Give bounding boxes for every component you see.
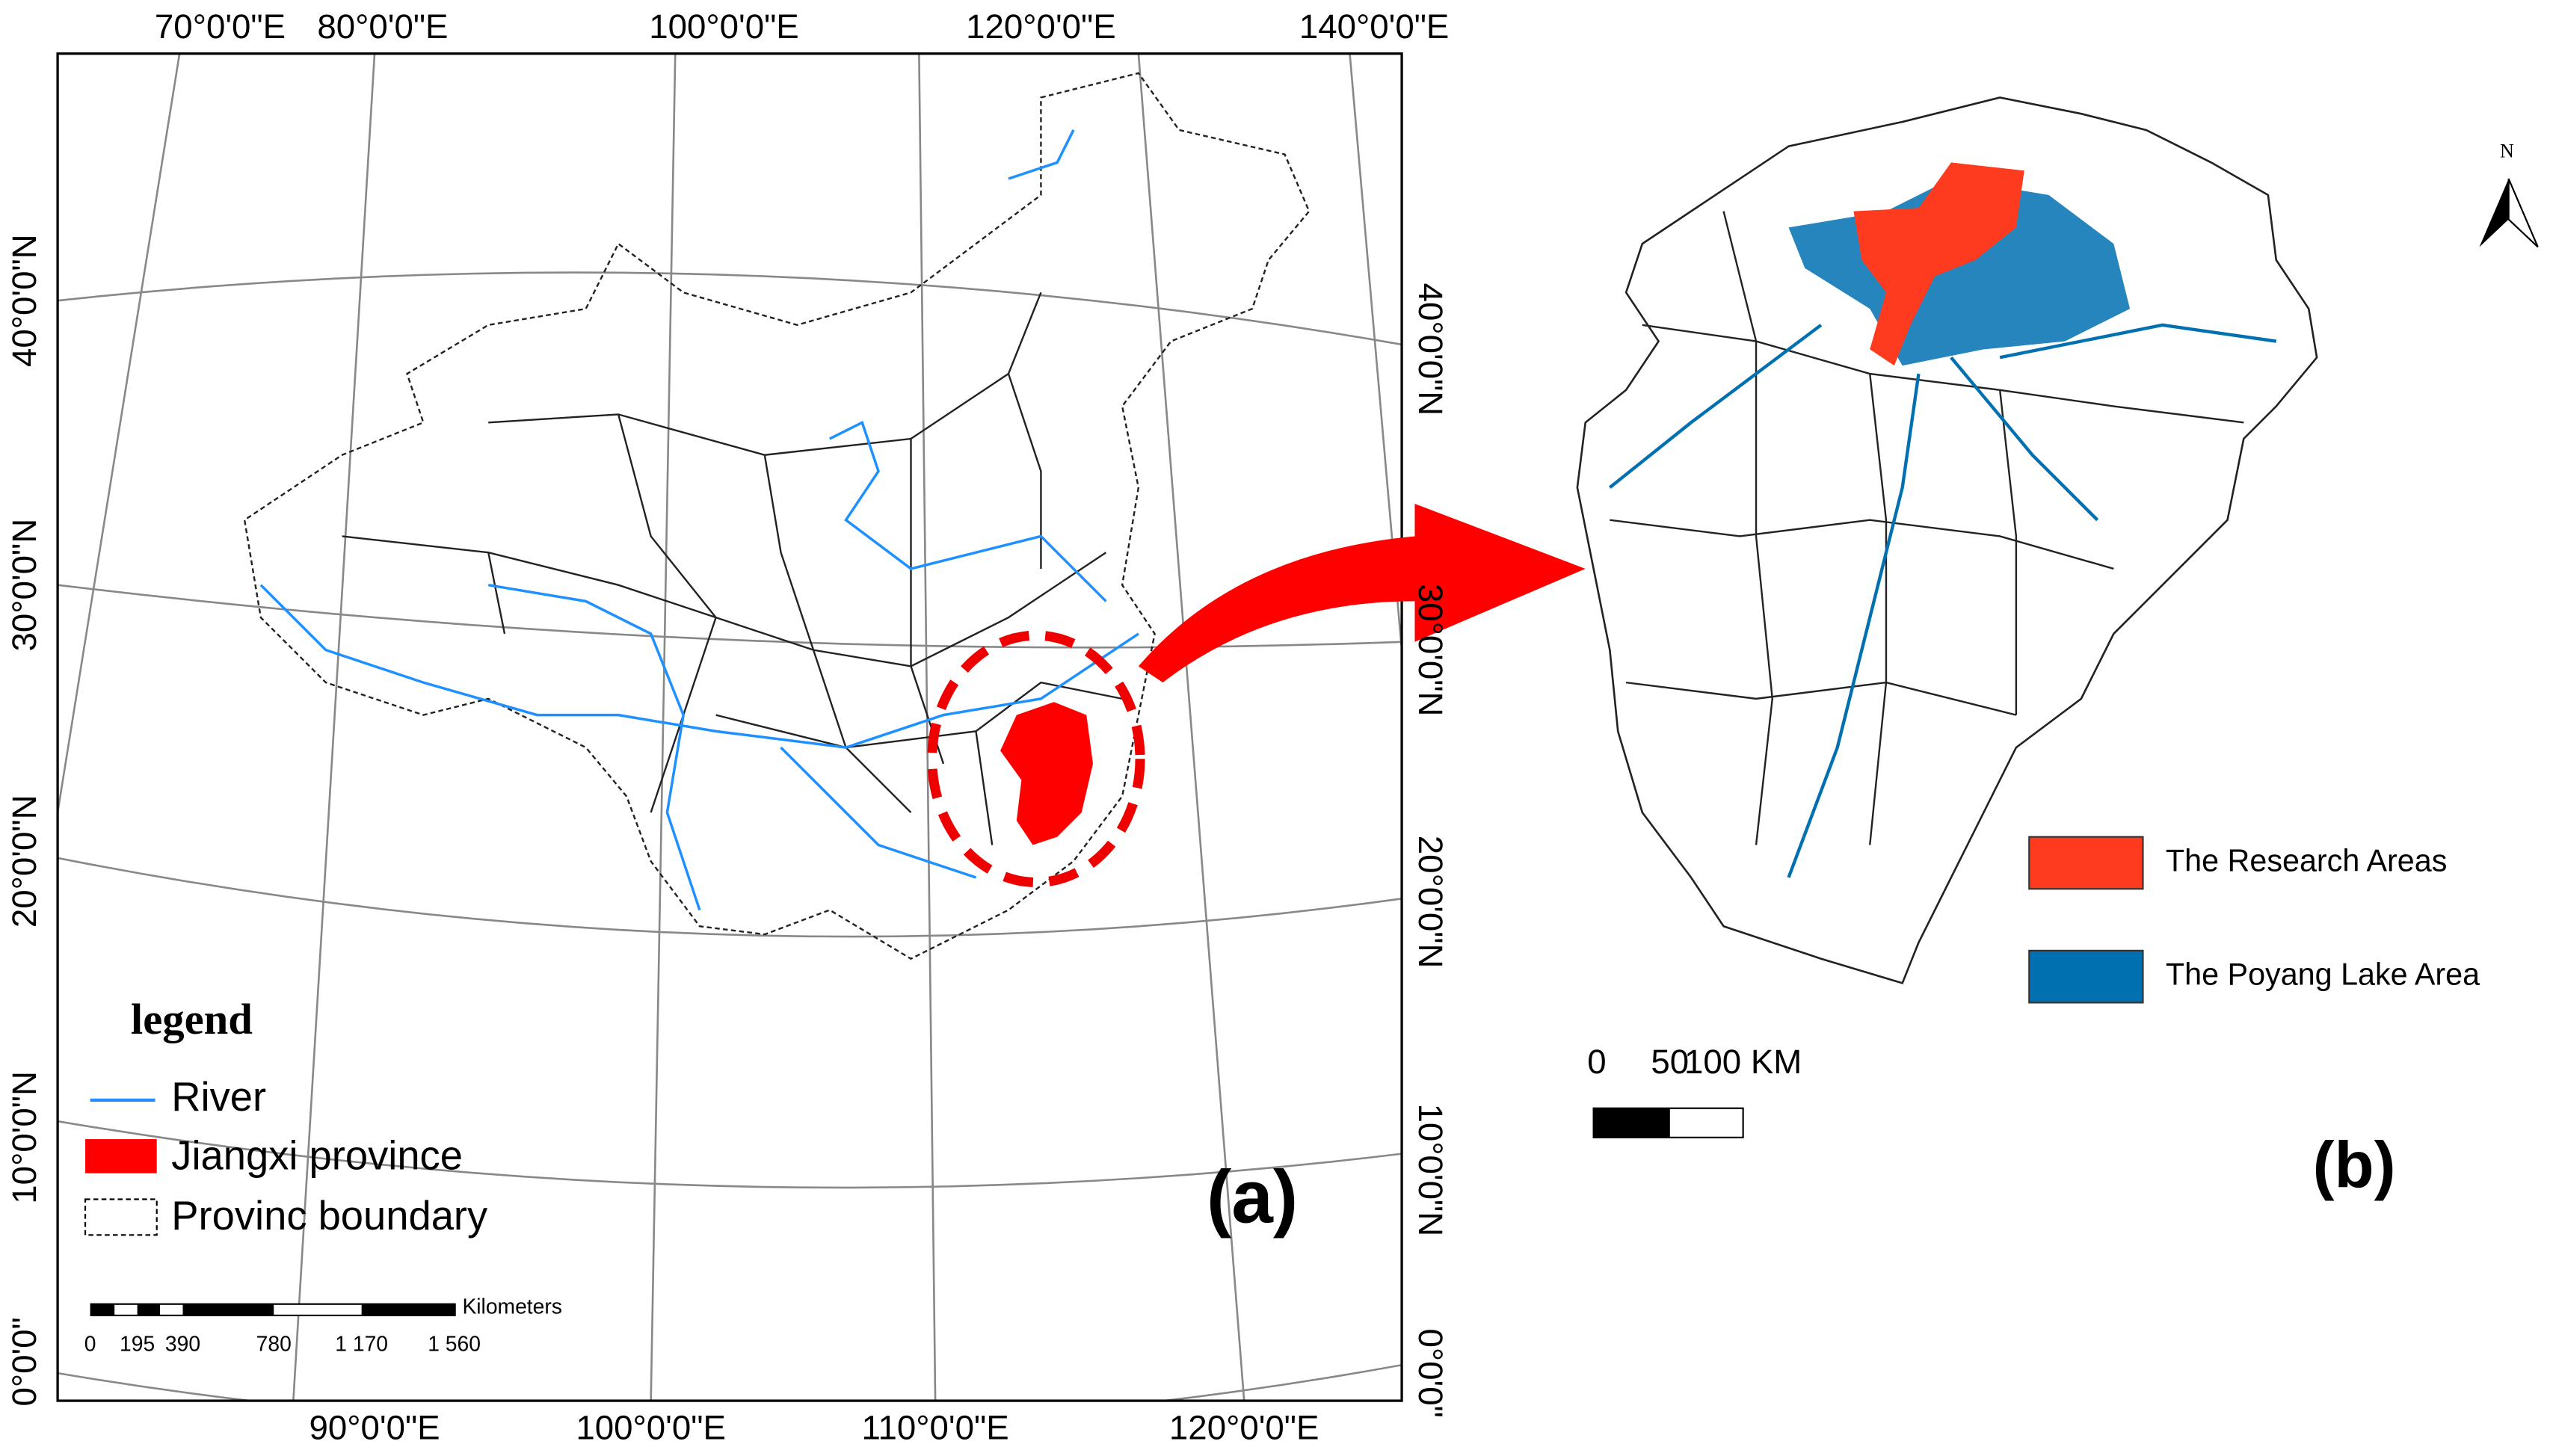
latitude-label: 0°0'0" <box>1411 1328 1450 1417</box>
scale-label: 780 <box>256 1332 292 1356</box>
legend-label: The Research Areas <box>2166 843 2447 877</box>
legend-label: Jiangxi province <box>171 1132 463 1178</box>
map-a-body <box>58 53 1402 1401</box>
scale-label: 0 <box>84 1332 96 1356</box>
legend-label: River <box>171 1074 266 1120</box>
jiangxi-province <box>1000 702 1093 845</box>
latitude-label: 0°0'0" <box>5 1317 43 1406</box>
highlight-circle <box>927 630 1145 888</box>
longitude-label: 70°0'0"E <box>155 7 286 46</box>
scale-bar <box>114 1304 138 1315</box>
longitude-label: 100°0'0"E <box>649 7 799 46</box>
research-area <box>1853 162 2024 366</box>
longitude-label: 140°0'0"E <box>1299 7 1450 46</box>
province-boundary <box>342 291 1123 845</box>
scale-label: 1 560 <box>428 1332 481 1356</box>
scale-label: 195 <box>120 1332 155 1356</box>
scale-label: 1 170 <box>335 1332 388 1356</box>
legend-label: Provinc boundary <box>171 1193 488 1238</box>
scale-label: 100 KM <box>1684 1043 1802 1081</box>
map-frame <box>56 52 1403 1402</box>
latitude-label: 20°0'0"N <box>1411 836 1450 969</box>
scale-unit: Kilometers <box>462 1295 561 1318</box>
scale-label: 50 <box>1651 1043 1689 1081</box>
scale-label: 0 <box>1587 1043 1606 1081</box>
latitude-label: 10°0'0"N <box>1411 1104 1450 1237</box>
legend-title: legend <box>131 995 253 1043</box>
legend-swatch <box>85 1139 157 1173</box>
scale-bar <box>274 1304 362 1315</box>
north-label: N <box>2500 140 2514 161</box>
latitude-label: 30°0'0"N <box>5 519 43 652</box>
legend-swatch <box>2028 949 2144 1004</box>
legend-swatch <box>84 1198 158 1236</box>
scale-bar <box>160 1304 183 1315</box>
longitude-label: 110°0'0"E <box>862 1408 1009 1446</box>
longitude-label: 120°0'0"E <box>1169 1408 1319 1446</box>
scale-bar <box>1593 1108 1670 1138</box>
north-arrow <box>2479 179 2509 247</box>
latitude-label: 20°0'0"N <box>5 795 43 928</box>
panel-label: (b) <box>2313 1129 2396 1201</box>
river <box>1609 323 2277 878</box>
longitude-label: 100°0'0"E <box>576 1408 726 1446</box>
panel-label: (a) <box>1207 1155 1298 1238</box>
river <box>259 129 1139 911</box>
longitude-label: 80°0'0"E <box>317 7 448 46</box>
graticule <box>58 53 1402 1401</box>
legend-label: The Poyang Lake Area <box>2166 957 2480 992</box>
latitude-label: 10°0'0"N <box>5 1071 43 1204</box>
longitude-label: 120°0'0"E <box>966 7 1116 46</box>
arrow <box>1138 503 1586 683</box>
scale-bar <box>90 1303 456 1317</box>
latitude-label: 40°0'0"N <box>1411 283 1450 416</box>
graticule <box>58 271 1402 1401</box>
county-boundary <box>1610 211 2244 845</box>
north-arrow <box>2507 178 2539 248</box>
country-outline <box>243 72 1311 960</box>
jiangxi-outline <box>1576 96 2318 984</box>
legend-swatch <box>2028 836 2144 890</box>
scale-label: 390 <box>165 1332 200 1356</box>
longitude-label: 90°0'0"E <box>309 1408 440 1446</box>
latitude-label: 30°0'0"N <box>1411 584 1450 717</box>
latitude-label: 40°0'0"N <box>5 234 43 367</box>
